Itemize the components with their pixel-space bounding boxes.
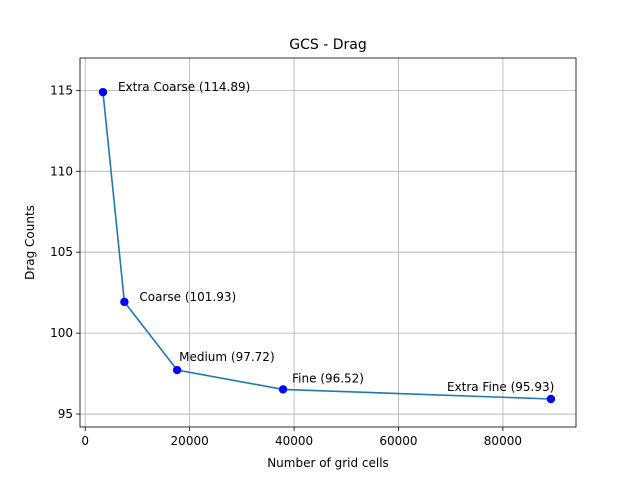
- series-line-0: [102, 92, 551, 400]
- data-label-1: Coarse (101.93): [139, 290, 236, 304]
- y-axis-label: Drag Counts: [23, 205, 37, 280]
- tick-layer: 0 20000 40000 60000 80000 95 100 105 110 115: [50, 83, 522, 448]
- x-tick-label-0: 0: [81, 434, 89, 448]
- data-label-4: Extra Fine (95.93): [447, 380, 554, 394]
- y-tick-label-4: 115: [50, 83, 73, 97]
- data-point-0: [98, 87, 108, 97]
- data-point-4: [546, 394, 556, 404]
- y-tick-label-3: 110: [50, 164, 73, 178]
- data-point-3: [278, 385, 288, 394]
- chart-title: GCS - Drag: [289, 37, 366, 53]
- plot-layer: Extra Coarse (114.89) Coarse (101.93) Medi…: [98, 80, 556, 404]
- data-label-2: Medium (97.72): [179, 350, 275, 364]
- plot-area-frame: [79, 57, 577, 428]
- x-tick-label-1: 20000: [171, 434, 209, 448]
- x-tick-label-4: 80000: [484, 434, 522, 448]
- y-tick-label-1: 100: [50, 326, 73, 340]
- x-tick-label-3: 60000: [379, 434, 417, 448]
- x-tick-label-2: 40000: [275, 434, 313, 448]
- x-axis-label: Number of grid cells: [267, 456, 389, 470]
- y-tick-label-0: 95: [58, 407, 73, 421]
- data-label-3: Fine (96.52): [292, 371, 364, 385]
- data-point-1: [120, 297, 129, 307]
- y-tick-label-2: 105: [50, 245, 73, 259]
- grid-layer: [80, 58, 576, 427]
- data-label-0: Extra Coarse (114.89): [118, 80, 250, 94]
- data-point-2: [172, 365, 182, 375]
